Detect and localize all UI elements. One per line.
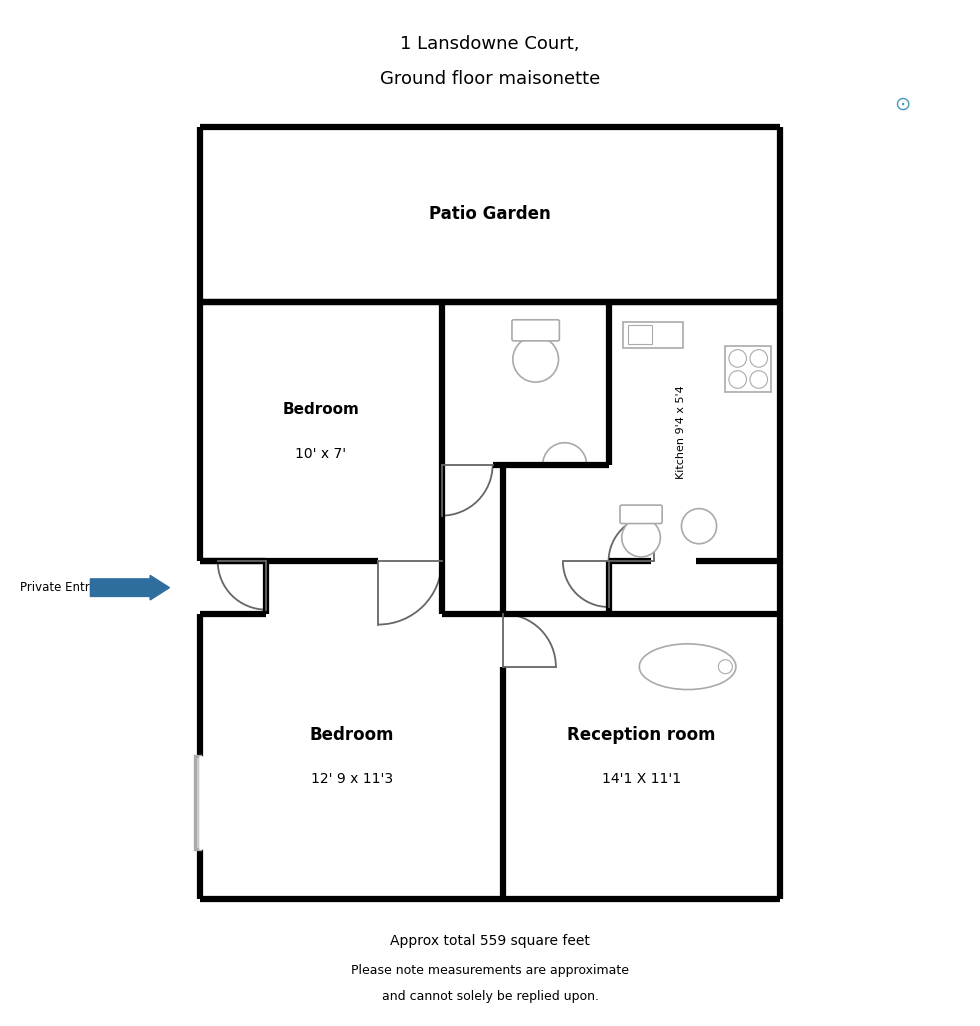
Text: and cannot solely be replied upon.: and cannot solely be replied upon. [381, 990, 599, 1003]
FancyBboxPatch shape [512, 320, 560, 341]
Text: Private Entrance: Private Entrance [21, 581, 119, 594]
Circle shape [750, 370, 767, 388]
Text: 12' 9 x 11'3: 12' 9 x 11'3 [311, 772, 393, 786]
Bar [623, 321, 683, 348]
Circle shape [718, 660, 732, 674]
Text: Bedroom: Bedroom [310, 725, 394, 744]
Circle shape [681, 509, 716, 544]
Text: Reception room: Reception room [567, 725, 715, 744]
Text: Patio Garden: Patio Garden [429, 205, 551, 224]
Text: Ground floor maisonette: Ground floor maisonette [380, 70, 600, 88]
Text: Bedroom: Bedroom [282, 402, 360, 418]
Bar [628, 325, 653, 345]
Text: Approx total 559 square feet: Approx total 559 square feet [390, 934, 590, 948]
Ellipse shape [639, 644, 736, 689]
Text: Kitchen 9'4 x 5'4: Kitchen 9'4 x 5'4 [676, 385, 686, 479]
Text: ⊙: ⊙ [895, 95, 911, 114]
FancyBboxPatch shape [620, 505, 662, 523]
Text: Please note measurements are approximate: Please note measurements are approximate [351, 963, 629, 977]
Text: 10' x 7': 10' x 7' [295, 446, 347, 461]
Bar [725, 346, 771, 392]
Text: 1 Lansdowne Court,: 1 Lansdowne Court, [400, 35, 580, 53]
Circle shape [513, 337, 559, 382]
Circle shape [729, 370, 747, 388]
Circle shape [750, 350, 767, 367]
Circle shape [729, 350, 747, 367]
Circle shape [621, 518, 661, 557]
FancyArrow shape [90, 576, 170, 600]
Text: 14'1 X 11'1: 14'1 X 11'1 [602, 772, 681, 786]
